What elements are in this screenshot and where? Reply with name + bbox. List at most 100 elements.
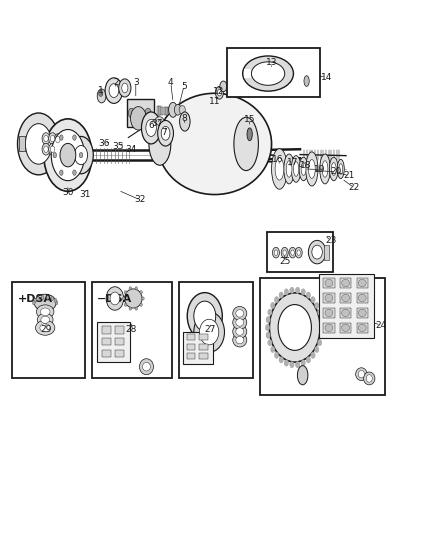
Bar [340,308,351,318]
Text: 34: 34 [126,145,137,154]
Ellipse shape [79,152,83,158]
Ellipse shape [220,81,227,92]
Bar [357,278,368,288]
Text: 7: 7 [161,128,167,136]
Bar [187,334,195,340]
Ellipse shape [54,298,57,303]
Text: 25: 25 [279,257,290,265]
Ellipse shape [25,124,52,164]
Text: 17: 17 [287,158,298,167]
Bar [171,108,173,114]
Ellipse shape [174,104,181,115]
Text: 12: 12 [213,87,225,96]
Bar [340,293,351,303]
Ellipse shape [358,294,366,302]
Ellipse shape [266,332,270,338]
Bar [319,274,374,338]
Ellipse shape [272,149,287,189]
Ellipse shape [149,123,171,165]
Ellipse shape [236,310,244,317]
Ellipse shape [40,324,50,332]
Ellipse shape [56,136,60,143]
Ellipse shape [122,297,125,300]
Text: 16: 16 [272,156,284,164]
Ellipse shape [279,357,283,363]
Ellipse shape [37,313,53,326]
Bar [199,334,208,340]
Ellipse shape [180,112,190,131]
Ellipse shape [119,79,131,97]
Ellipse shape [364,372,375,385]
Ellipse shape [233,316,247,329]
Ellipse shape [306,357,311,363]
Text: 27: 27 [205,325,216,334]
Ellipse shape [233,333,247,347]
Ellipse shape [217,90,222,96]
Text: 23: 23 [325,237,337,245]
Bar [92,282,172,378]
Bar [199,344,208,350]
Text: 28: 28 [126,325,137,334]
Ellipse shape [284,154,294,184]
Ellipse shape [60,135,63,140]
Ellipse shape [50,146,55,152]
Bar [357,323,368,333]
Ellipse shape [36,305,54,319]
Ellipse shape [275,296,279,303]
Ellipse shape [179,106,185,114]
Text: 2: 2 [113,78,119,87]
Ellipse shape [314,346,319,353]
Bar [227,48,320,97]
Ellipse shape [142,362,150,371]
Ellipse shape [140,303,142,306]
Ellipse shape [266,317,270,323]
Ellipse shape [358,279,366,287]
Bar [340,323,351,333]
Ellipse shape [141,297,144,300]
Ellipse shape [55,301,58,305]
Ellipse shape [325,324,333,332]
Ellipse shape [342,279,350,287]
Text: 36: 36 [99,140,110,148]
Ellipse shape [139,359,153,375]
Ellipse shape [74,146,88,165]
Bar [169,107,170,114]
Ellipse shape [318,340,322,346]
Bar [102,338,111,345]
Ellipse shape [356,368,367,381]
Ellipse shape [319,332,324,338]
Ellipse shape [35,320,55,335]
Ellipse shape [199,319,219,345]
Ellipse shape [306,292,311,298]
Text: 4: 4 [168,78,173,87]
Ellipse shape [290,287,294,294]
Text: 18: 18 [300,161,311,169]
Ellipse shape [301,289,305,295]
Bar [102,326,111,334]
Ellipse shape [358,309,366,317]
Ellipse shape [131,107,146,130]
Text: 22: 22 [348,183,360,192]
Bar [244,69,251,78]
Ellipse shape [53,152,57,158]
Ellipse shape [187,293,222,340]
Ellipse shape [297,250,300,255]
Ellipse shape [46,295,49,300]
Text: 1: 1 [98,86,104,95]
Text: 5: 5 [181,82,187,91]
Ellipse shape [271,346,275,353]
Ellipse shape [141,112,161,144]
Text: 6: 6 [148,121,154,130]
Ellipse shape [295,361,300,368]
Ellipse shape [42,133,50,144]
Ellipse shape [329,157,338,181]
Ellipse shape [60,170,63,175]
Ellipse shape [135,287,138,290]
Ellipse shape [247,128,252,141]
Ellipse shape [278,304,311,350]
Ellipse shape [158,120,173,146]
Ellipse shape [301,163,306,175]
Ellipse shape [243,56,293,91]
Bar [19,136,25,151]
Ellipse shape [251,62,285,85]
